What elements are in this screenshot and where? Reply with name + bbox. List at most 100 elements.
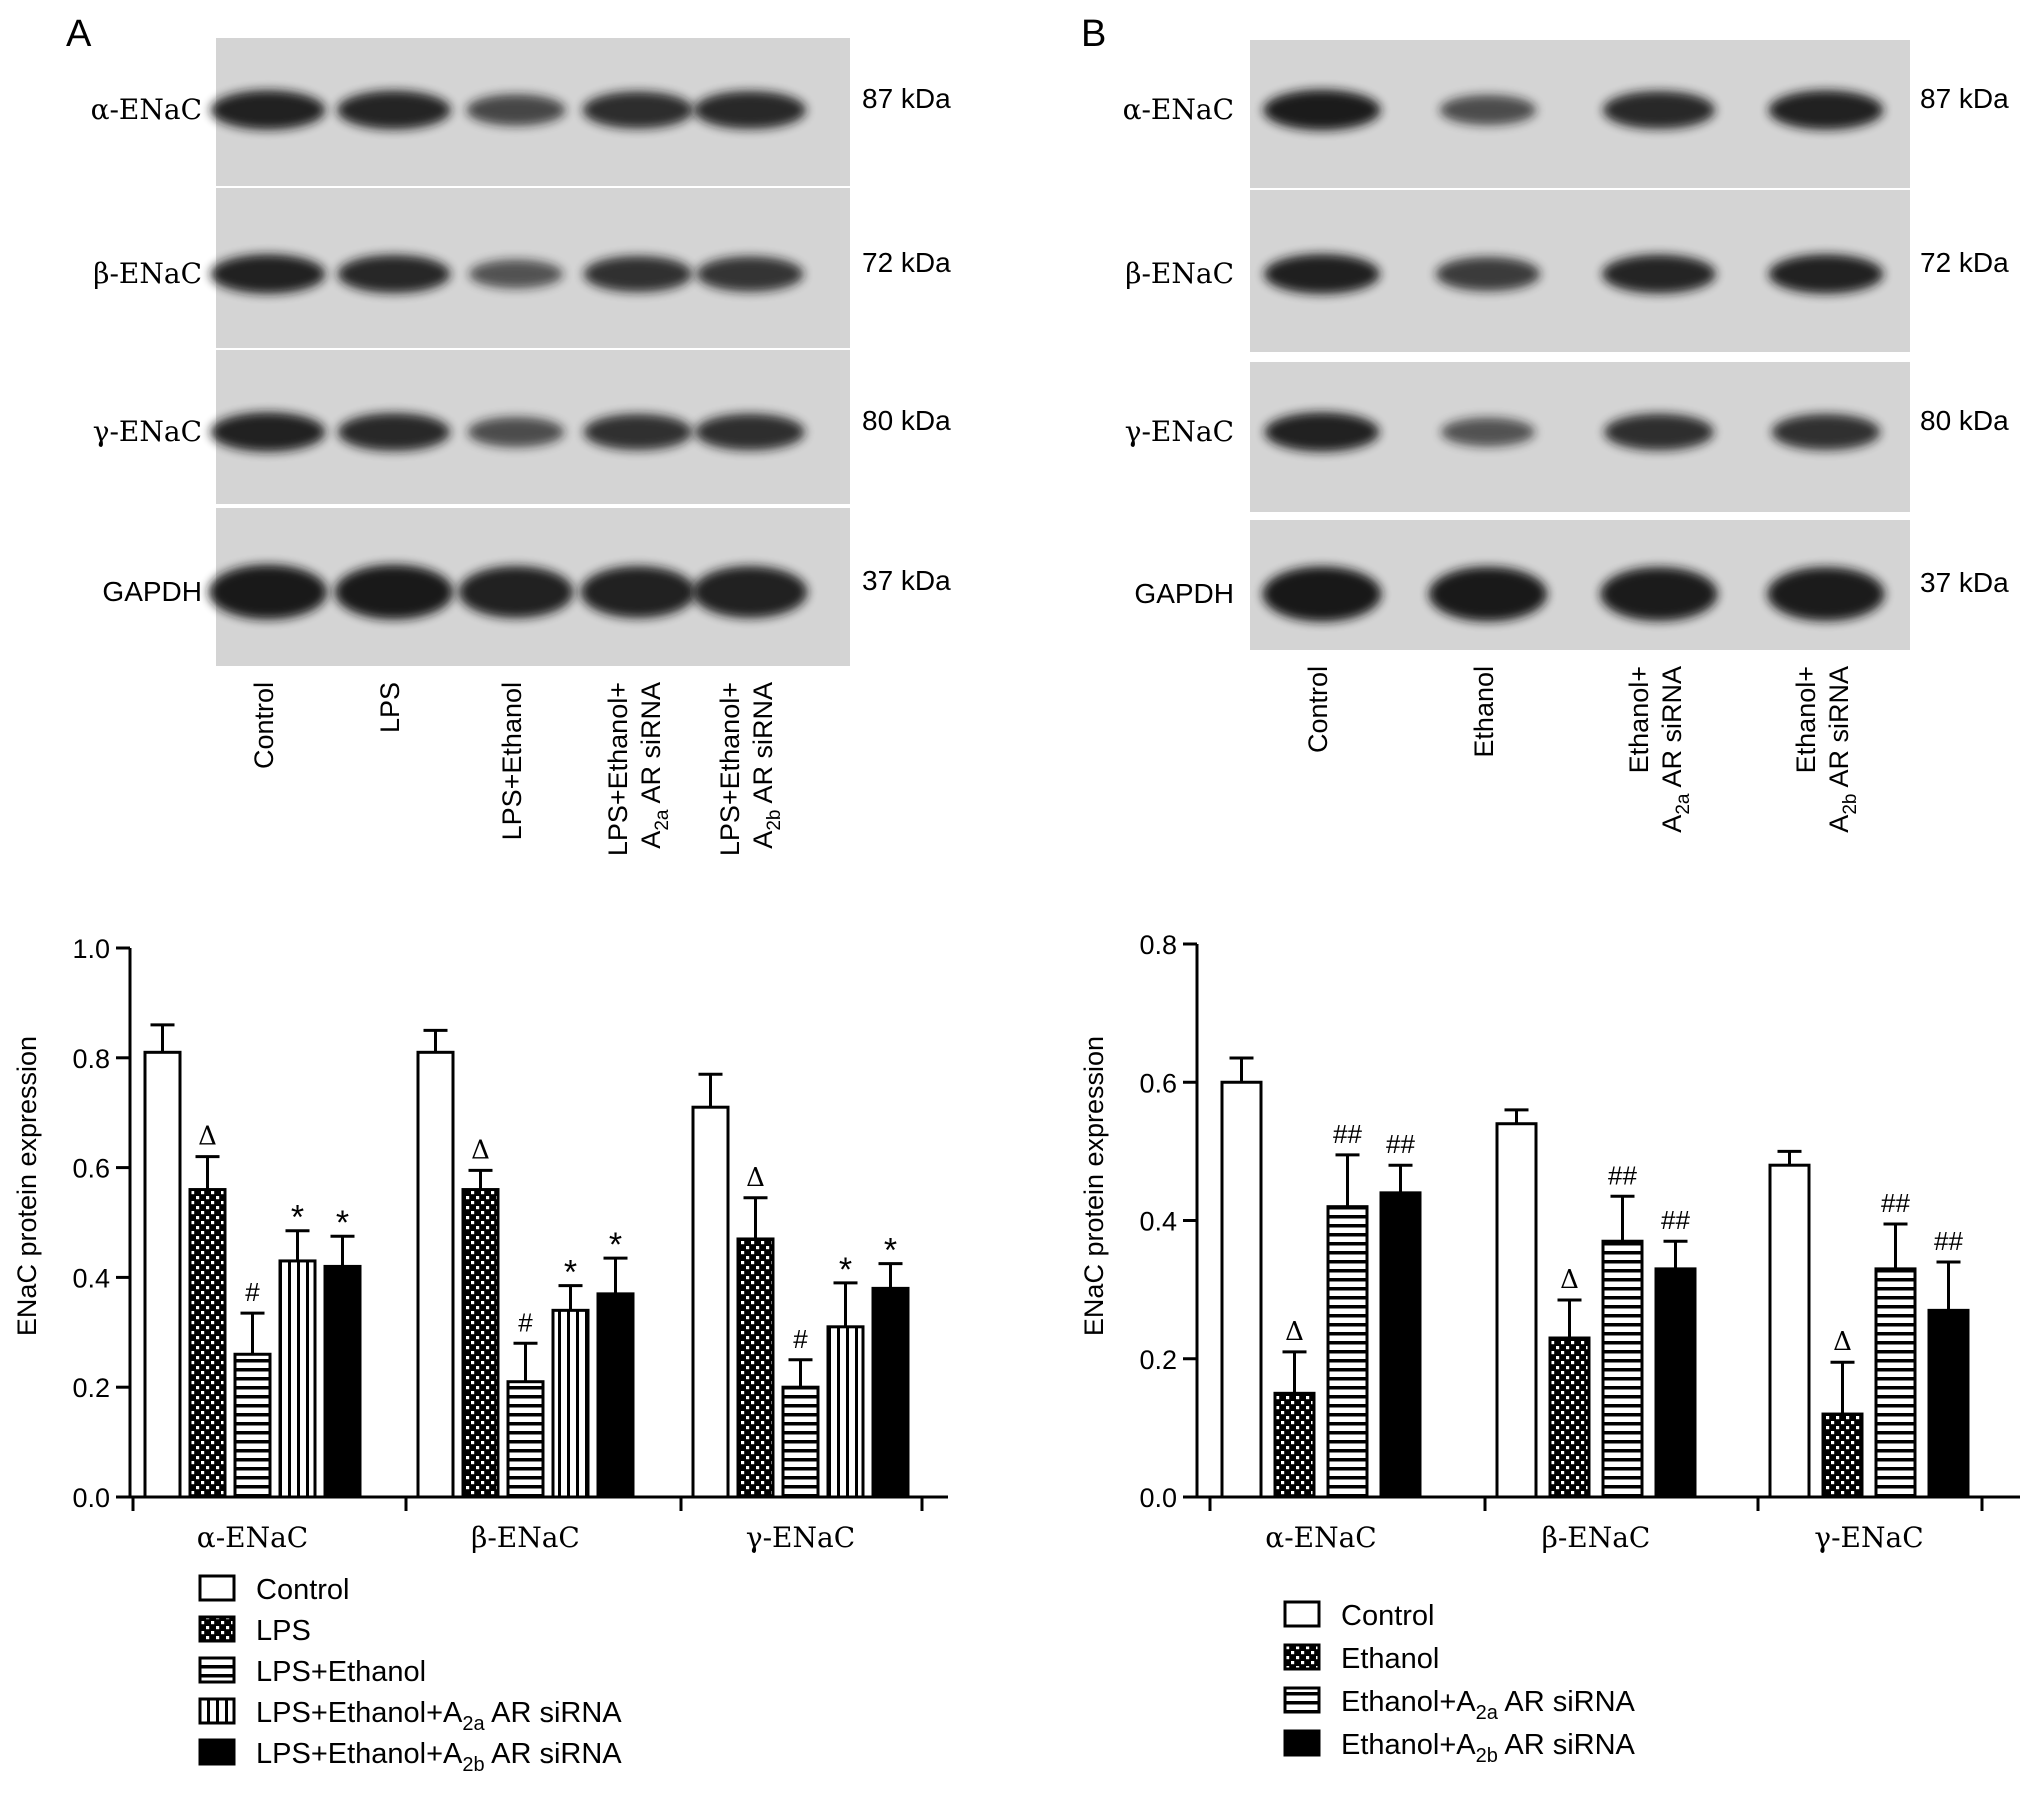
significance-mark: # (518, 1307, 533, 1337)
lane-label-suffix: AR siRNA (636, 682, 666, 810)
lane-label-line1: Ethanol (1469, 666, 1499, 758)
legend-swatch (1283, 1600, 1321, 1628)
kda-label: 80 kDa (862, 405, 951, 436)
lane-label-line1: LPS+Ethanol+ (603, 682, 633, 856)
lane-label-prefix: A (1824, 815, 1854, 833)
significance-mark: Δ (1560, 1265, 1579, 1295)
blot-band (583, 413, 693, 451)
significance-mark: * (564, 1254, 577, 1292)
bar (1601, 1239, 1644, 1499)
y-tick-label: 0.8 (72, 1044, 110, 1074)
legend-label-suffix: AR siRNA (1498, 1729, 1636, 1761)
blot-band (1767, 567, 1885, 621)
bar (691, 1105, 730, 1499)
lane-label-prefix: A (1657, 815, 1687, 833)
significance-mark: ## (1934, 1226, 1963, 1256)
bar (1821, 1412, 1864, 1499)
x-category-label: β-ENaC (1542, 1521, 1651, 1554)
lane-label-line1: LPS (375, 682, 405, 733)
bar (1495, 1122, 1538, 1499)
panel-letter-b: B (1081, 13, 1106, 55)
blot-band (1771, 413, 1881, 451)
y-tick-label: 0.8 (1139, 930, 1177, 960)
bar (596, 1292, 635, 1499)
significance-mark: Δ (1833, 1327, 1852, 1357)
bar-chart-a: 0.0 0.2 0.4 0.6 0.8 1.0 α-ENaC Δ # * * β-ENaC Δ # * * γ-… (72, 934, 948, 1776)
blot-band (1263, 89, 1381, 131)
bar (1768, 1163, 1811, 1499)
blot-band (1602, 90, 1716, 130)
legend-swatch (198, 1574, 236, 1602)
x-category-label: α-ENaC (1265, 1521, 1376, 1554)
bar (461, 1188, 500, 1499)
significance-mark: Δ (471, 1135, 490, 1165)
lane-label: Ethanol (1469, 666, 1499, 758)
legend-swatch (198, 1656, 236, 1684)
legend-label: LPS+Ethanol+A2b AR siRNA (256, 1738, 622, 1776)
blot-band (1262, 566, 1382, 622)
blot-row-label: GAPDH (102, 576, 202, 607)
lane-label-prefix: A (748, 831, 778, 849)
bar (551, 1308, 590, 1499)
significance-mark: ## (1661, 1205, 1690, 1235)
blot-band (1435, 256, 1541, 292)
blot-band (582, 91, 694, 129)
blot-row-label: β-ENaC (93, 257, 202, 290)
lane-label-subscript: 2a (1673, 793, 1694, 815)
blot-band (469, 259, 563, 289)
bar (416, 1050, 455, 1499)
legend-label: Control (1341, 1600, 1435, 1632)
bar (143, 1050, 182, 1499)
bar (233, 1352, 272, 1499)
y-tick-label: 0.4 (1139, 1207, 1177, 1237)
blot-band (695, 413, 805, 451)
kda-label: 87 kDa (1920, 83, 2009, 114)
lane-label-line2: A2b AR siRNA (1824, 666, 1861, 833)
legend-label-subscript: 2b (1476, 1745, 1498, 1767)
x-category-label: γ-ENaC (1814, 1521, 1923, 1554)
blot-band (337, 254, 451, 294)
blot-band (1264, 412, 1380, 452)
panel-letter-a: A (66, 13, 92, 55)
blot-band (1768, 90, 1884, 130)
blot-band (208, 564, 328, 620)
significance-mark: * (291, 1199, 304, 1237)
bar (188, 1188, 227, 1499)
legend-label: Control (256, 1574, 350, 1606)
bar-chart-b: 0.0 0.2 0.4 0.6 0.8 α-ENaC Δ ## ## β-ENaC Δ ## ## γ-E… (1139, 930, 2020, 1767)
blot-band (210, 254, 326, 294)
lane-label-line2: A2a AR siRNA (636, 682, 673, 849)
significance-mark: ## (1333, 1119, 1362, 1149)
y-tick-label: 0.0 (72, 1483, 110, 1513)
significance-mark: Δ (1285, 1317, 1304, 1347)
lane-label-suffix: AR siRNA (1657, 666, 1687, 794)
blot-band (1264, 254, 1380, 294)
legend-label-prefix: Ethanol (1341, 1643, 1439, 1675)
y-tick-label: 0.2 (1139, 1345, 1177, 1375)
legend-label: LPS (256, 1615, 311, 1647)
y-tick-label: 0.2 (72, 1373, 110, 1403)
lane-label-suffix: AR siRNA (748, 682, 778, 810)
legend-label-suffix: AR siRNA (485, 1738, 623, 1770)
lane-label-line2: A2b AR siRNA (748, 682, 785, 849)
bar (1220, 1080, 1263, 1499)
blot-row-label: GAPDH (1134, 578, 1234, 609)
significance-mark: * (839, 1251, 852, 1289)
lane-label-subscript: 2b (764, 810, 785, 831)
legend-swatch (198, 1697, 236, 1725)
bar (871, 1286, 910, 1499)
kda-label: 87 kDa (862, 83, 951, 114)
blot-band (466, 94, 566, 126)
significance-mark: Δ (746, 1163, 765, 1193)
blot-band (458, 566, 574, 618)
bar (323, 1264, 362, 1499)
lane-label-line1: Control (249, 682, 279, 769)
lane-label-line2: A2a AR siRNA (1657, 666, 1694, 833)
western-blot-b: α-ENaC 87 kDa β-ENaC 72 kDa γ-ENaC 80 kDa GAPD… (1123, 40, 2009, 833)
blot-band (692, 566, 808, 618)
legend-label: Ethanol+A2a AR siRNA (1341, 1686, 1636, 1724)
y-tick-label: 1.0 (72, 934, 110, 964)
lane-label: LPS+Ethanol+ A2a AR siRNA (603, 682, 673, 856)
lane-label-subscript: 2a (652, 809, 673, 831)
bar (1927, 1308, 1970, 1499)
